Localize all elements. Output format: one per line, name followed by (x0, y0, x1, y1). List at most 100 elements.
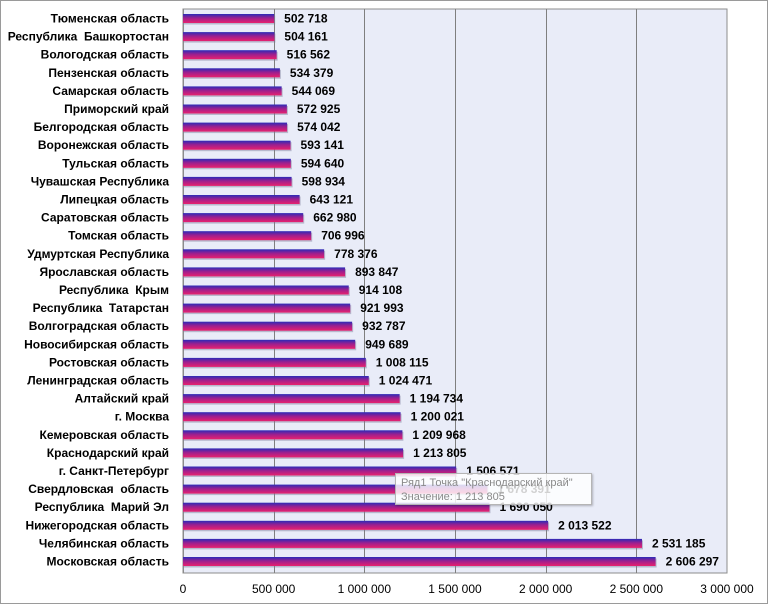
bar[interactable] (183, 213, 304, 223)
category-label: Московская область (47, 555, 169, 569)
tooltip-series-point: Ряд1 Точка "Краснодарский край" (401, 477, 573, 489)
value-label: 932 787 (362, 319, 406, 333)
category-labels: Тюменская область Республика Башкортостан… (8, 12, 170, 569)
category-label: Самарская область (52, 84, 169, 98)
value-label: 516 562 (287, 48, 331, 62)
category-label: Тюменская область (51, 12, 169, 26)
bar[interactable] (183, 502, 490, 512)
bar[interactable] (183, 231, 312, 241)
category-label: Воронежская область (38, 138, 169, 152)
category-label: Липецкая область (60, 193, 169, 207)
value-label: 2 606 297 (666, 555, 720, 569)
x-tick-label: 500 000 (252, 582, 296, 596)
bar[interactable] (183, 466, 457, 476)
bar[interactable] (183, 376, 369, 385)
category-label: Алтайский край (75, 392, 169, 406)
category-label: Саратовская область (41, 211, 169, 225)
category-label: Удмуртская Республика (27, 247, 169, 261)
category-label: Челябинская область (39, 536, 169, 550)
category-label: Республика Татарстан (33, 301, 169, 315)
bar[interactable] (183, 50, 277, 60)
x-tick-label: 1 000 000 (338, 582, 392, 596)
category-label: Республика Марий Эл (35, 500, 169, 514)
bar[interactable] (183, 14, 275, 23)
value-label: 1 024 471 (379, 374, 433, 388)
category-label: Республика Крым (59, 283, 169, 297)
category-label: Пензенская область (48, 66, 169, 80)
value-label: 778 376 (334, 247, 378, 261)
value-label: 1 200 021 (411, 410, 465, 424)
category-label: г. Санкт-Петербург (59, 464, 169, 478)
bar[interactable] (183, 357, 366, 367)
category-label: Тульская область (62, 156, 169, 170)
bar[interactable] (183, 86, 282, 96)
bar[interactable] (183, 321, 353, 331)
category-label: Республика Башкортостан (8, 30, 169, 44)
bar[interactable] (183, 68, 280, 78)
data-point-tooltip: Ряд1 Точка "Краснодарский край" Значение… (395, 473, 592, 505)
bar[interactable] (183, 140, 291, 150)
x-tick-label: 0 (180, 582, 187, 596)
category-label: Свердловская область (28, 482, 169, 496)
value-label: 593 141 (301, 138, 345, 152)
bar[interactable] (183, 430, 403, 440)
bar[interactable] (183, 176, 292, 186)
bar[interactable] (183, 122, 288, 132)
x-tick-label: 1 500 000 (428, 582, 482, 596)
category-label: Нижегородская область (25, 518, 169, 532)
value-label: 706 996 (321, 229, 365, 243)
category-label: Кемеровская область (40, 428, 170, 442)
value-label: 594 640 (301, 156, 345, 170)
bar[interactable] (183, 158, 291, 168)
bar[interactable] (183, 557, 656, 566)
bar[interactable] (183, 303, 351, 313)
value-label: 534 379 (290, 66, 334, 80)
bar[interactable] (183, 520, 549, 530)
bars (183, 14, 657, 568)
category-label: Ленинградская область (27, 374, 169, 388)
bar[interactable] (183, 448, 404, 458)
category-label: Приморский край (64, 102, 169, 116)
x-axis-tick-labels: 0 500 000 1 000 000 1 500 000 2 000 000 2 500… (180, 582, 754, 596)
value-labels: 502 718 504 161 516 562 534 379 544 069 572 9… (284, 12, 719, 569)
bar[interactable] (183, 195, 300, 204)
value-label: 502 718 (284, 12, 328, 26)
value-label: 544 069 (292, 84, 336, 98)
category-label: Ростовская область (49, 355, 169, 369)
value-label: 643 121 (310, 193, 354, 207)
category-label: г. Москва (115, 410, 170, 424)
value-label: 1 209 968 (412, 428, 466, 442)
category-label: Томская область (68, 229, 169, 243)
value-label: 949 689 (365, 337, 409, 351)
value-label: 662 980 (313, 211, 357, 225)
bar[interactable] (183, 249, 325, 259)
value-label: 504 161 (284, 30, 328, 44)
x-tick-label: 2 500 000 (610, 582, 664, 596)
value-label: 1 213 805 (413, 446, 467, 460)
tooltip-value: Значение: 1 213 805 (401, 491, 505, 503)
value-label: 2 531 185 (652, 536, 706, 550)
bar[interactable] (183, 104, 287, 114)
category-label: Новосибирская область (24, 337, 169, 351)
category-label: Ярославская область (39, 265, 169, 279)
value-label: 2 013 522 (558, 518, 612, 532)
value-label: 893 847 (355, 265, 399, 279)
category-label: Волгоградская область (29, 319, 169, 333)
value-label: 598 934 (302, 174, 346, 188)
bar[interactable] (183, 339, 356, 349)
value-label: 572 925 (297, 102, 341, 116)
bar[interactable] (183, 412, 401, 422)
bar[interactable] (183, 32, 275, 42)
category-label: Чувашская Республика (31, 174, 170, 188)
value-label: 914 108 (359, 283, 403, 297)
value-label: 574 042 (297, 120, 341, 134)
category-label: Краснодарский край (47, 446, 169, 460)
bar[interactable] (183, 538, 642, 548)
x-tick-label: 3 000 000 (700, 582, 754, 596)
value-label: 921 993 (360, 301, 404, 315)
bar[interactable] (183, 394, 400, 404)
bar[interactable] (183, 267, 346, 277)
bar[interactable] (183, 285, 349, 295)
bar[interactable] (183, 484, 488, 494)
